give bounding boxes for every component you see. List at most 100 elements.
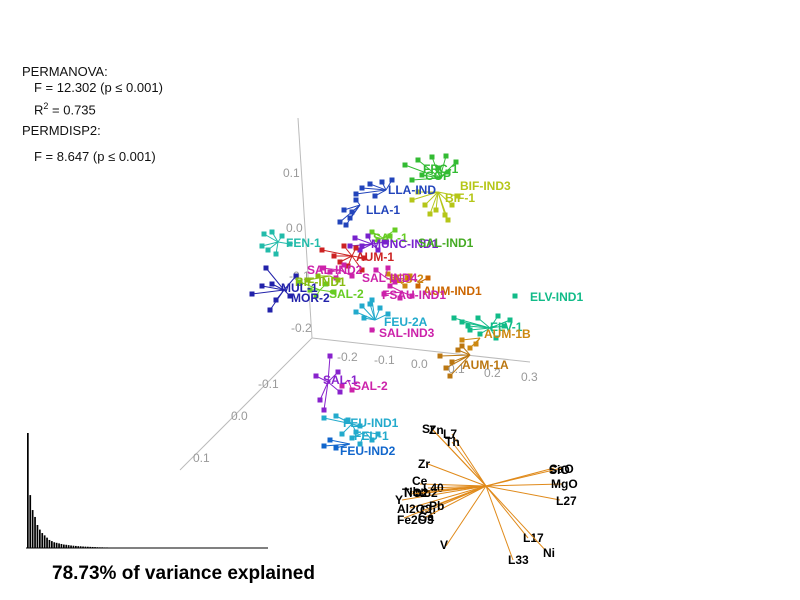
sample-point	[335, 277, 341, 283]
spider-line	[321, 249, 353, 257]
group-label: BIF-IND1	[295, 275, 346, 289]
sample-point	[353, 191, 359, 197]
sample-point	[443, 365, 449, 371]
loading-label: L33	[508, 553, 529, 567]
sample-point	[267, 307, 273, 313]
sample-point	[357, 247, 363, 253]
horizontal-tick-label: 0.0	[411, 357, 428, 371]
sample-point	[353, 429, 359, 435]
sample-point	[347, 243, 353, 249]
sample-point	[307, 287, 313, 293]
spider-line	[343, 204, 361, 211]
sample-point	[435, 165, 441, 171]
spider-line	[261, 285, 285, 291]
sample-point	[319, 247, 325, 253]
group-label: MUNC-IND1	[371, 237, 439, 251]
sample-point	[343, 222, 349, 228]
sample-point	[265, 247, 271, 253]
permanova-r2: R2 = 0.735	[34, 101, 96, 117]
group-label: FEU-2	[389, 272, 424, 286]
sample-point	[349, 435, 355, 441]
loading-vector	[485, 485, 561, 501]
sample-point	[369, 437, 375, 443]
sample-point	[467, 345, 473, 351]
spider-line	[369, 183, 387, 191]
loading-label: TiO2	[402, 486, 429, 500]
group-label: SAL-IND4	[362, 271, 418, 285]
scree-bar	[29, 495, 32, 548]
sample-point	[415, 157, 421, 163]
scree-bar	[27, 433, 29, 548]
group-label: LLA-IND	[388, 183, 436, 197]
scree-bar	[51, 541, 53, 548]
loading-vector	[409, 485, 487, 495]
loading-label: MgO	[551, 477, 578, 491]
sample-point	[345, 263, 351, 269]
sample-point	[361, 315, 367, 321]
spider-line	[461, 321, 491, 329]
spider-line	[461, 337, 481, 341]
sample-point	[381, 291, 387, 297]
sample-point	[372, 193, 378, 199]
scree-bar	[84, 546, 87, 548]
sample-point	[459, 319, 465, 325]
sample-point	[409, 293, 415, 299]
scree-bar	[43, 535, 46, 548]
loading-vector	[485, 483, 563, 487]
loading-label: Ce	[412, 474, 428, 488]
sample-point	[379, 179, 385, 185]
loading-vector	[401, 485, 487, 501]
group-label: SAL-IND3	[379, 326, 435, 340]
sample-point	[249, 291, 255, 297]
scree-bar	[101, 547, 104, 548]
sample-point	[387, 283, 393, 289]
spider-line	[421, 174, 441, 179]
sample-point	[359, 267, 365, 273]
scree-bar	[87, 546, 89, 548]
spider-line	[439, 155, 447, 179]
scree-bar	[41, 533, 44, 548]
sample-point	[357, 441, 363, 447]
sample-point	[339, 383, 345, 389]
sample-point	[375, 247, 381, 253]
group-label: FEN-1	[286, 236, 321, 250]
depth-tick-label: -0.1	[258, 377, 279, 391]
group-label: SAL-2	[329, 287, 364, 301]
spider-line	[445, 354, 471, 369]
sample-point	[389, 177, 395, 183]
sample-point	[409, 197, 415, 203]
sample-point	[313, 373, 319, 379]
vertical-axis	[297, 117, 313, 339]
spider-line	[371, 299, 376, 321]
group-label: AUM-IND1	[423, 284, 482, 298]
sample-point	[367, 181, 373, 187]
group-label: SAL-IND2	[307, 263, 363, 277]
sample-point	[465, 323, 471, 329]
sample-point	[501, 323, 507, 329]
sample-point	[269, 229, 275, 235]
sample-point	[333, 445, 339, 451]
sample-point	[382, 239, 388, 245]
sample-point	[419, 172, 425, 178]
sample-point	[269, 281, 275, 287]
sample-point	[449, 202, 455, 208]
r2-symbol: R	[34, 102, 44, 118]
sample-point	[337, 219, 343, 225]
spider-line	[323, 381, 329, 411]
loading-label: Zn	[429, 423, 444, 437]
sample-point	[375, 431, 381, 437]
loading-label: Nb2	[415, 486, 438, 500]
spider-line	[429, 191, 439, 215]
sample-point	[287, 241, 293, 247]
sample-point	[397, 295, 403, 301]
sample-point	[375, 237, 381, 243]
scree-bar	[34, 516, 36, 548]
r2-value: = 0.735	[48, 102, 96, 118]
vertical-tick-label: -0.2	[291, 321, 312, 335]
sample-point	[507, 317, 513, 323]
spider-line	[261, 241, 279, 247]
loading-vector	[445, 485, 487, 547]
sample-point	[337, 259, 343, 265]
sample-point	[392, 227, 398, 233]
